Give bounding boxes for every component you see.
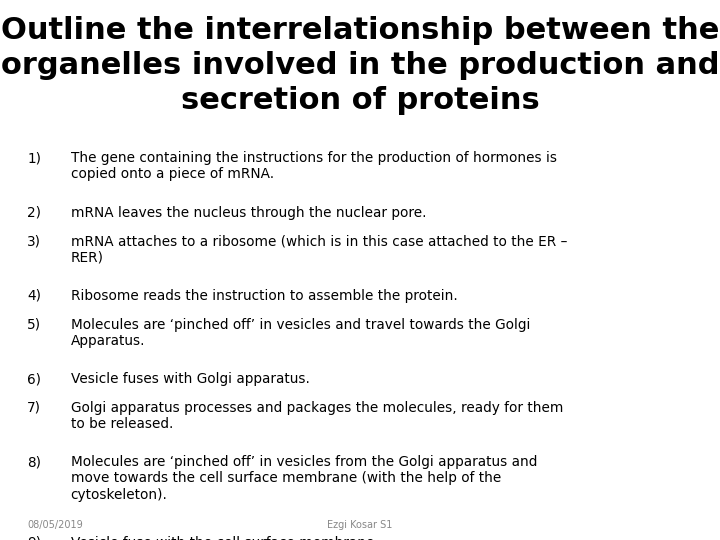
- Text: 9): 9): [27, 536, 42, 540]
- Text: 6): 6): [27, 372, 41, 386]
- Text: Vesicle fuse with the cell surface membrane: Vesicle fuse with the cell surface membr…: [71, 536, 374, 540]
- Text: Molecules are ‘pinched off’ in vesicles and travel towards the Golgi
Apparatus.: Molecules are ‘pinched off’ in vesicles …: [71, 318, 530, 348]
- Text: Ribosome reads the instruction to assemble the protein.: Ribosome reads the instruction to assemb…: [71, 289, 457, 303]
- Text: 8): 8): [27, 455, 41, 469]
- Text: mRNA attaches to a ribosome (which is in this case attached to the ER –
RER): mRNA attaches to a ribosome (which is in…: [71, 234, 567, 265]
- Text: 3): 3): [27, 234, 41, 248]
- Text: 5): 5): [27, 318, 42, 332]
- Text: 08/05/2019: 08/05/2019: [27, 520, 83, 530]
- Text: 7): 7): [27, 401, 41, 415]
- Text: 1): 1): [27, 151, 41, 165]
- Text: mRNA leaves the nucleus through the nuclear pore.: mRNA leaves the nucleus through the nucl…: [71, 206, 426, 220]
- Text: Molecules are ‘pinched off’ in vesicles from the Golgi apparatus and
move toward: Molecules are ‘pinched off’ in vesicles …: [71, 455, 537, 502]
- Text: Outline the interrelationship between the
organelles involved in the production : Outline the interrelationship between th…: [1, 16, 719, 114]
- Text: The gene containing the instructions for the production of hormones is
copied on: The gene containing the instructions for…: [71, 151, 557, 181]
- Text: 2): 2): [27, 206, 41, 220]
- Text: Golgi apparatus processes and packages the molecules, ready for them
to be relea: Golgi apparatus processes and packages t…: [71, 401, 563, 431]
- Text: Vesicle fuses with Golgi apparatus.: Vesicle fuses with Golgi apparatus.: [71, 372, 310, 386]
- Text: 4): 4): [27, 289, 41, 303]
- Text: Ezgi Kosar S1: Ezgi Kosar S1: [328, 520, 392, 530]
